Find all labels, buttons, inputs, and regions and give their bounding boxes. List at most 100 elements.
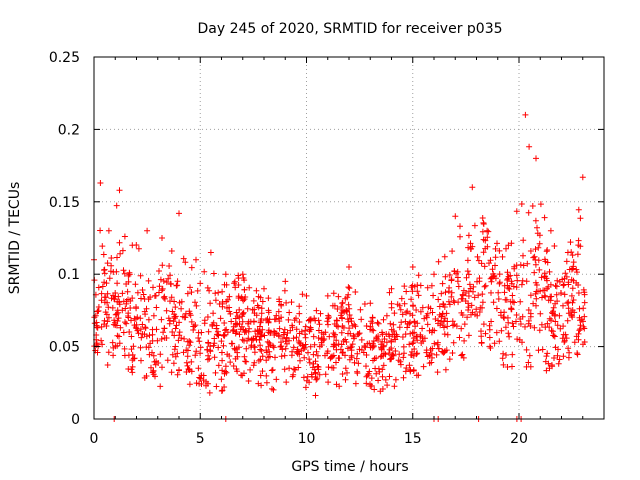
- data-point: [266, 348, 273, 355]
- data-point: [325, 321, 331, 328]
- data-point: [249, 337, 256, 344]
- data-point: [527, 363, 534, 370]
- data-point: [233, 309, 240, 316]
- data-point: [435, 296, 442, 303]
- data-point: [574, 251, 581, 258]
- data-point: [396, 302, 403, 309]
- data-point: [206, 389, 213, 396]
- data-point: [551, 333, 558, 340]
- data-point: [215, 289, 222, 296]
- data-point: [129, 369, 136, 376]
- data-point: [300, 374, 307, 381]
- data-point: [167, 298, 173, 305]
- data-point: [382, 376, 389, 383]
- data-point: [240, 310, 246, 317]
- data-point: [301, 354, 308, 361]
- data-point: [565, 299, 572, 306]
- data-point: [546, 268, 553, 275]
- chart-title: Day 245 of 2020, SRMTID for receiver p03…: [197, 21, 502, 37]
- data-point: [168, 369, 175, 376]
- data-point: [98, 297, 105, 304]
- data-point: [430, 292, 437, 299]
- data-point: [415, 272, 422, 279]
- data-point: [122, 319, 128, 326]
- data-point: [312, 358, 319, 365]
- data-point: [578, 316, 585, 323]
- data-point: [382, 351, 389, 358]
- data-point: [348, 318, 355, 325]
- data-point: [397, 306, 404, 313]
- data-point: [345, 284, 352, 291]
- data-point: [400, 374, 407, 381]
- data-point: [213, 383, 220, 390]
- data-point: [388, 285, 395, 292]
- data-point: [346, 312, 353, 318]
- data-point: [533, 155, 539, 162]
- data-point: [142, 325, 149, 332]
- data-point: [538, 274, 545, 281]
- data-point: [147, 294, 154, 301]
- x-tick-label: 0: [90, 431, 99, 447]
- data-point: [459, 291, 466, 298]
- data-point: [231, 278, 238, 285]
- data-point: [238, 323, 245, 330]
- data-point: [251, 318, 257, 325]
- data-point: [223, 298, 230, 305]
- data-point: [549, 328, 556, 335]
- data-point: [429, 345, 436, 352]
- data-point: [263, 357, 270, 364]
- data-point: [186, 342, 193, 349]
- data-point: [459, 312, 466, 318]
- data-point: [304, 373, 311, 380]
- data-point: [309, 364, 316, 371]
- data-point: [196, 338, 203, 345]
- data-point: [370, 342, 377, 349]
- data-point: [465, 232, 472, 239]
- data-point: [288, 352, 295, 359]
- data-point: [524, 260, 531, 267]
- data-point: [221, 384, 228, 390]
- y-tick-label: 0.1: [58, 267, 80, 283]
- data-point: [480, 249, 487, 256]
- data-point: [344, 369, 350, 376]
- data-point: [535, 288, 541, 295]
- data-point: [481, 283, 488, 290]
- data-point: [206, 287, 213, 294]
- data-point: [138, 334, 145, 341]
- data-point: [221, 320, 228, 326]
- data-point: [344, 294, 351, 301]
- data-point: [536, 232, 543, 239]
- data-point: [407, 367, 414, 374]
- data-point: [187, 284, 193, 291]
- data-point: [496, 271, 503, 278]
- data-point: [263, 372, 270, 379]
- data-point: [400, 343, 407, 350]
- data-point: [173, 322, 180, 329]
- data-point: [283, 379, 290, 386]
- data-point: [133, 304, 139, 310]
- data-point: [105, 314, 112, 321]
- data-point: [463, 274, 470, 281]
- data-point: [333, 346, 340, 353]
- data-point: [218, 338, 225, 345]
- data-point: [290, 335, 297, 342]
- data-point: [343, 307, 350, 314]
- data-point: [501, 315, 508, 322]
- data-point: [466, 288, 472, 295]
- data-point: [131, 355, 138, 362]
- data-point: [368, 318, 375, 325]
- data-point: [538, 321, 545, 328]
- data-point: [543, 353, 550, 360]
- data-point: [130, 343, 137, 350]
- data-point: [159, 235, 165, 241]
- data-point: [410, 303, 417, 310]
- data-point: [581, 313, 588, 320]
- data-point: [316, 321, 323, 328]
- data-point: [397, 358, 404, 365]
- data-point: [186, 381, 193, 388]
- data-point: [222, 271, 229, 278]
- data-point: [442, 366, 449, 373]
- data-point: [443, 310, 450, 317]
- data-point: [487, 345, 494, 351]
- data-point: [431, 340, 438, 347]
